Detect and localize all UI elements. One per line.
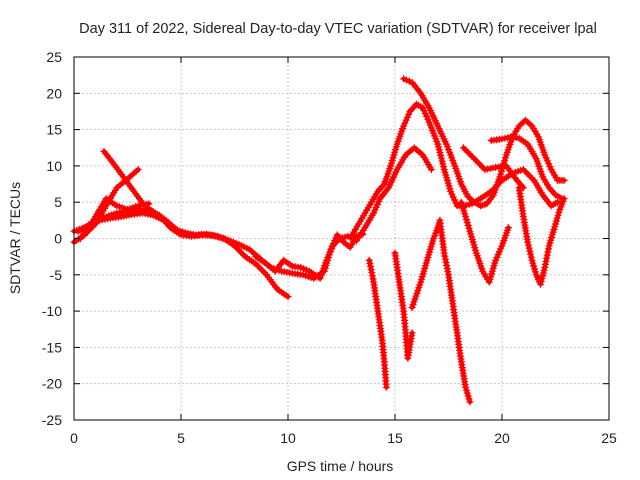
series-track-15	[515, 184, 568, 288]
series-markers	[400, 75, 568, 210]
series-track-9	[400, 75, 568, 210]
series-trace	[76, 210, 366, 281]
grid-lines	[74, 57, 609, 420]
series-track-10	[391, 249, 416, 362]
series-track-11	[408, 216, 474, 406]
series-track-8	[365, 256, 390, 391]
y-tick-label: -25	[42, 412, 62, 428]
x-tick-label: 0	[70, 430, 78, 446]
y-axis-label: SDTVAR / TECUs	[7, 182, 23, 294]
series-markers	[460, 144, 527, 192]
y-tick-label: 5	[54, 194, 62, 210]
y-tick-label: 25	[46, 49, 62, 65]
series-markers	[252, 144, 435, 282]
y-tick-label: -15	[42, 339, 62, 355]
series-markers	[408, 216, 474, 406]
tick-labels: 0 5 10 15 20 25 -25 -20 -15 -10 -5 0 5 10 15 20 25	[42, 49, 617, 446]
series-markers	[457, 198, 512, 286]
chart-title: Day 311 of 2022, Sidereal Day-to-day VTE…	[79, 21, 597, 37]
series-trace	[459, 199, 511, 285]
series-markers	[391, 249, 416, 362]
y-tick-label: -20	[42, 376, 62, 392]
x-axis-label: GPS time / hours	[287, 458, 394, 474]
y-tick-label: -10	[42, 303, 62, 319]
y-tick-label: 0	[54, 231, 62, 247]
x-tick-label: 10	[280, 430, 296, 446]
series-markers	[365, 256, 390, 391]
y-tick-label: 20	[46, 85, 62, 101]
x-tick-label: 20	[494, 430, 510, 446]
x-tick-label: 25	[601, 430, 617, 446]
y-tick-label: 10	[46, 158, 62, 174]
series-trace	[253, 145, 434, 281]
y-tick-label: -5	[50, 267, 63, 283]
series-track-14	[487, 133, 566, 203]
x-tick-label: 5	[177, 430, 185, 446]
series-track-12	[457, 198, 512, 286]
y-tick-label: 15	[46, 122, 62, 138]
series-track-13	[460, 144, 527, 192]
data-series	[70, 75, 568, 406]
series-track-6	[252, 144, 435, 282]
x-tick-label: 15	[387, 430, 403, 446]
series-markers	[487, 133, 566, 203]
series-markers	[515, 184, 568, 288]
axes	[73, 56, 610, 421]
